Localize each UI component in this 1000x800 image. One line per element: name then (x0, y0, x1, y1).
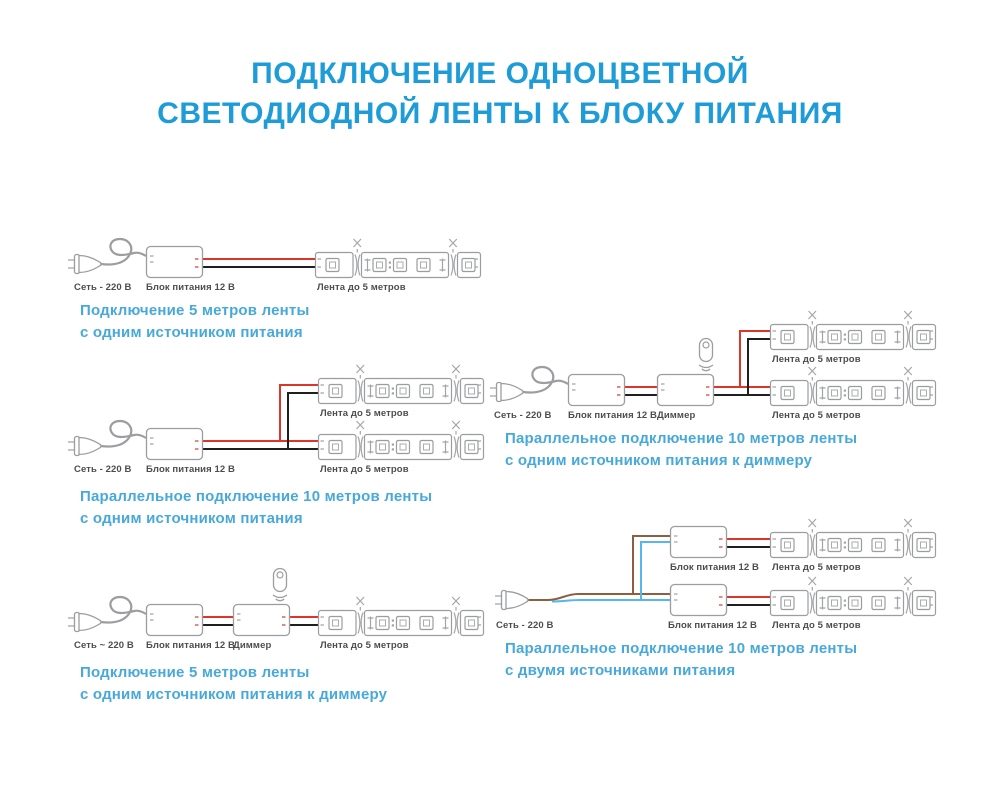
diagram-caption: Подключение 5 метров ленты с одним источ… (80, 300, 309, 344)
remote-control-icon (272, 567, 288, 602)
led-strip-icon (314, 238, 482, 279)
mains-label: Сеть - 220 В (496, 620, 554, 631)
psu-label: Блок питания 12 В (668, 620, 757, 631)
strip-label: Лента до 5 метров (772, 354, 861, 365)
diagram-parallel-10m-one-psu-dimmer (488, 310, 937, 407)
psu-label: Блок питания 12 В (146, 640, 235, 651)
caption-line: с одним источником питания (80, 324, 303, 341)
wire-brown (528, 535, 670, 601)
mains-label: Сеть - 220 В (74, 282, 132, 293)
caption-line: с одним источником питания к диммеру (80, 686, 388, 703)
plug-icon (66, 237, 148, 275)
diagram-parallel-10m-two-psu (494, 518, 937, 617)
strip-label: Лента до 5 метров (320, 640, 409, 651)
mains-label: Сеть - 220 В (74, 464, 132, 475)
diagram-caption: Параллельное подключение 10 метров ленты… (505, 638, 857, 682)
caption-line: с одним источником питания (80, 510, 303, 527)
plug-icon (488, 365, 570, 403)
mains-label: Сеть - 220 В (494, 410, 552, 421)
power-supply-box (145, 603, 204, 637)
strip-label: Лента до 5 метров (772, 410, 861, 421)
wire-black (726, 546, 773, 606)
wire-red (726, 538, 773, 598)
diagram-caption: Параллельное подключение 10 метров ленты… (80, 486, 432, 530)
caption-line: Подключение 5 метров ленты (80, 664, 310, 681)
page-title-line2: СВЕТОДИОДНОЙ ЛЕНТЫ К БЛОКУ ПИТАНИЯ (157, 97, 843, 130)
dimmer-box (656, 373, 715, 407)
caption-line: Параллельное подключение 10 метров ленты (505, 640, 858, 657)
led-strip-icon (317, 420, 485, 461)
led-strip-icon (769, 310, 937, 351)
psu-label: Блок питания 12 В (146, 282, 235, 293)
caption-line: Параллельное подключение 10 метров ленты (80, 488, 433, 505)
dimmer-label: Диммер (657, 410, 696, 421)
wire-red (202, 384, 321, 442)
dimmer-label: Диммер (233, 640, 272, 651)
wire-red (624, 330, 773, 388)
power-supply-box (145, 245, 204, 279)
strip-label: Лента до 5 метров (320, 408, 409, 419)
diagram-parallel-10m-one-psu (66, 364, 485, 461)
plug-icon (66, 595, 148, 633)
plug-icon (494, 589, 529, 611)
caption-line: с одним источником питания к диммеру (505, 452, 813, 469)
caption-line: с двумя источниками питания (505, 662, 736, 679)
strip-label: Лента до 5 метров (772, 620, 861, 631)
diagram-single-5m-dimmer (66, 567, 485, 637)
led-strip-icon (317, 596, 485, 637)
remote-control-icon (698, 337, 714, 372)
caption-line: Параллельное подключение 10 метров ленты (505, 430, 858, 447)
power-supply-box (669, 583, 728, 617)
diagram-single-5m (66, 237, 482, 279)
page-title-line1: ПОДКЛЮЧЕНИЕ ОДНОЦВЕТНОЙ (251, 57, 749, 90)
led-strip-icon (769, 576, 937, 617)
power-supply-box (145, 427, 204, 461)
psu-label: Блок питания 12 В (568, 410, 657, 421)
wire-black (202, 392, 321, 450)
strip-label: Лента до 5 метров (320, 464, 409, 475)
strip-label: Лента до 5 метров (772, 562, 861, 573)
power-supply-box (567, 373, 626, 407)
wire-blue (551, 541, 670, 603)
led-strip-icon (317, 364, 485, 405)
wire-black (624, 338, 773, 396)
psu-label: Блок питания 12 В (670, 562, 759, 573)
strip-label: Лента до 5 метров (317, 282, 406, 293)
power-supply-box (669, 525, 728, 559)
diagram-caption: Параллельное подключение 10 метров ленты… (505, 428, 857, 472)
page-title: ПОДКЛЮЧЕНИЕ ОДНОЦВЕТНОЙ СВЕТОДИОДНОЙ ЛЕН… (0, 54, 1000, 134)
plug-icon (66, 419, 148, 457)
psu-label: Блок питания 12 В (146, 464, 235, 475)
mains-label: Сеть ~ 220 В (74, 640, 134, 651)
led-strip-icon (769, 518, 937, 559)
caption-line: Подключение 5 метров ленты (80, 302, 310, 319)
dimmer-box (232, 603, 291, 637)
led-strip-icon (769, 366, 937, 407)
diagram-caption: Подключение 5 метров ленты с одним источ… (80, 662, 387, 706)
